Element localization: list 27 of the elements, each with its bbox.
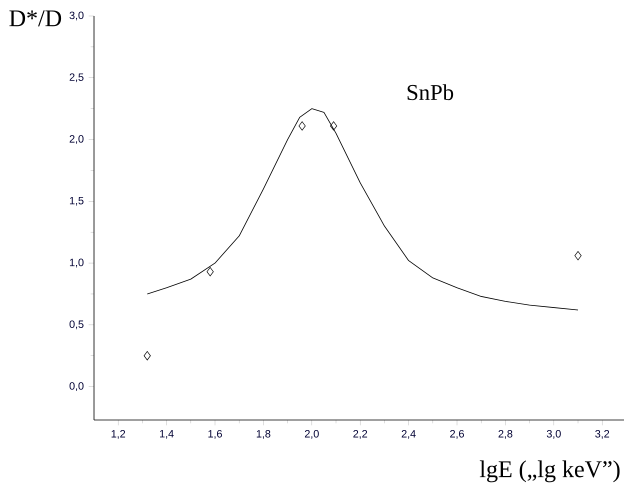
y-tick-label: 2,5 xyxy=(70,73,84,82)
x-tick-label: 1,4 xyxy=(160,430,174,439)
x-tick-label: 1,8 xyxy=(256,430,270,439)
line-series xyxy=(146,108,578,310)
y-tick-label: 1,0 xyxy=(70,258,84,268)
x-tick-label: 3,2 xyxy=(595,430,610,439)
point xyxy=(574,251,582,260)
y-tick-label: 0,5 xyxy=(70,320,84,330)
x-tick-label: 3,0 xyxy=(546,430,561,439)
x-tick-label: 2,6 xyxy=(450,430,464,439)
x-tick-label: 2,4 xyxy=(402,430,416,439)
y-tick-label: 3,0 xyxy=(70,12,84,20)
annotation: SnPb xyxy=(408,84,454,100)
x-tick-label: 1,2 xyxy=(112,430,126,439)
point xyxy=(206,267,214,276)
x-tick-label: 2,0 xyxy=(304,430,319,439)
point xyxy=(298,121,306,131)
y-tick-label: 0,0 xyxy=(70,382,84,392)
x-tick-label: 1,6 xyxy=(208,430,222,439)
x-tick-label: 2,8 xyxy=(498,430,512,439)
point xyxy=(144,351,151,360)
point xyxy=(330,121,338,131)
y-axis-title: D*/D xyxy=(9,10,62,26)
x-axis-title: lgE („lg keV”) xyxy=(480,460,620,482)
y-tick-label: 1,5 xyxy=(70,196,84,206)
y-tick-label: 2,0 xyxy=(70,135,84,144)
x-tick-label: 2,2 xyxy=(353,430,368,439)
